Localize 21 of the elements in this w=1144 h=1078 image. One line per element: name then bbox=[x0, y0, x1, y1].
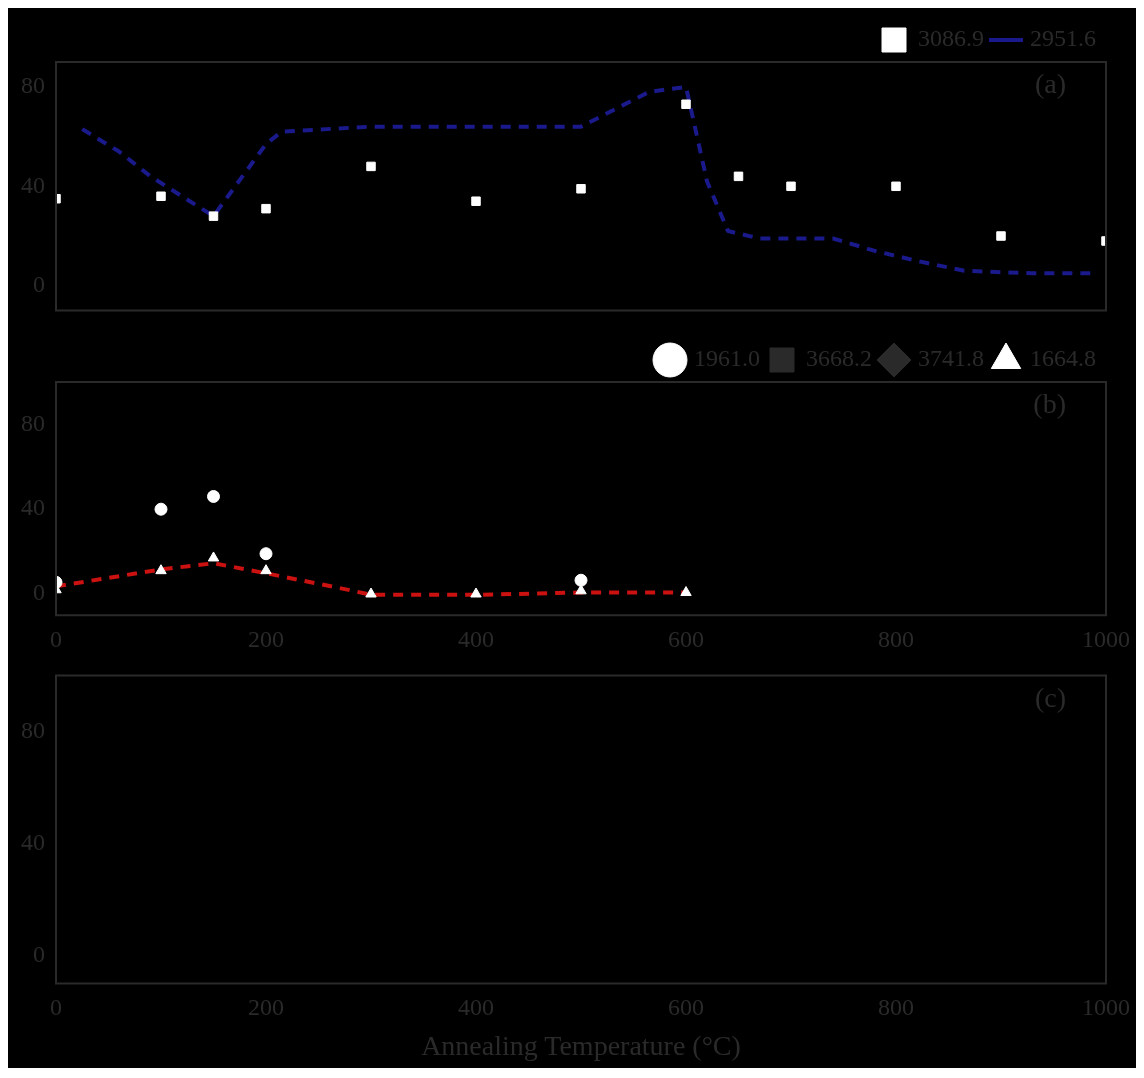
point bbox=[155, 564, 167, 575]
point bbox=[259, 547, 273, 561]
point bbox=[366, 161, 376, 172]
point bbox=[576, 184, 586, 194]
point bbox=[156, 191, 166, 201]
point bbox=[207, 551, 220, 562]
point bbox=[574, 573, 588, 587]
point bbox=[208, 211, 219, 221]
point bbox=[733, 171, 744, 182]
point bbox=[154, 502, 168, 516]
point bbox=[680, 586, 692, 597]
point bbox=[681, 99, 691, 110]
point bbox=[470, 587, 482, 598]
point bbox=[207, 489, 220, 503]
point bbox=[365, 587, 377, 598]
point bbox=[260, 564, 272, 575]
point bbox=[261, 203, 271, 214]
point bbox=[786, 181, 796, 192]
point bbox=[891, 181, 901, 192]
point bbox=[996, 231, 1006, 241]
point bbox=[471, 196, 481, 206]
